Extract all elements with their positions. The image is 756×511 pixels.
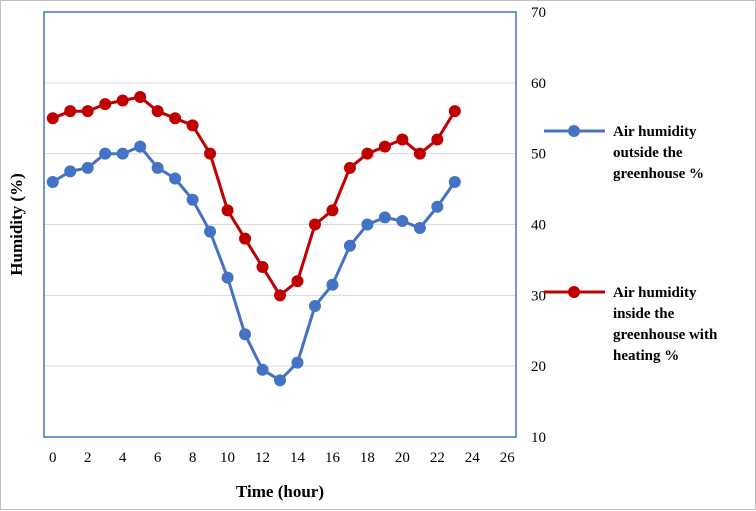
legend-label: heating %	[613, 348, 679, 364]
data-point	[361, 218, 374, 231]
data-point	[256, 261, 269, 273]
y-tick-label: 50	[531, 147, 546, 163]
data-point	[64, 105, 77, 118]
data-point	[274, 289, 286, 302]
data-point	[134, 91, 147, 103]
data-point	[64, 165, 77, 178]
x-tick-label: 6	[154, 450, 162, 466]
data-point	[99, 98, 112, 111]
legend-label: outside the	[613, 145, 683, 161]
data-point	[361, 147, 374, 160]
data-point	[239, 232, 252, 245]
x-tick-label: 0	[49, 450, 57, 466]
y-tick-label: 30	[531, 288, 546, 304]
series	[46, 91, 461, 387]
data-point	[378, 140, 391, 153]
legend-label: inside the	[613, 306, 675, 322]
legend-swatch-marker	[568, 286, 580, 298]
x-tick-label: 14	[290, 450, 306, 466]
y-tick-label: 70	[531, 5, 546, 21]
x-tick-label: 10	[220, 450, 235, 466]
x-tick-label: 26	[500, 450, 516, 466]
data-point	[256, 363, 269, 376]
data-point	[221, 271, 234, 284]
data-point	[431, 200, 444, 213]
x-tick-label: 8	[189, 450, 197, 466]
data-point	[308, 218, 321, 231]
y-tick-label: 10	[531, 430, 546, 446]
y-tick-label: 60	[531, 76, 546, 92]
legend-swatch-marker	[568, 125, 580, 137]
x-tick-label: 24	[465, 450, 481, 466]
series-2	[46, 91, 461, 302]
data-point	[396, 133, 409, 146]
series-1	[46, 140, 461, 387]
legend-item-2: Air humidity inside the greenhouse with hea…	[544, 285, 718, 364]
x-tick-label: 2	[84, 450, 92, 466]
data-point	[134, 140, 147, 153]
series-line	[51, 145, 457, 382]
data-point	[186, 119, 199, 132]
data-point	[343, 161, 356, 174]
legend-label: Air humidity	[613, 124, 697, 140]
data-point	[46, 176, 59, 188]
y-tick-labels: 10 20 30 40 50 60 70	[531, 5, 546, 446]
data-point	[308, 299, 321, 312]
x-tick-label: 4	[119, 450, 127, 466]
data-point	[396, 214, 409, 227]
data-point	[204, 147, 217, 160]
data-point	[169, 112, 182, 125]
data-point	[413, 147, 426, 160]
x-tick-label: 16	[325, 450, 341, 466]
x-tick-labels: 0 2 4 6 8 10 12 14 16 18 20 22 24 26	[49, 450, 515, 466]
x-tick-label: 20	[395, 450, 410, 466]
data-point	[116, 94, 129, 107]
legend-label: greenhouse %	[613, 166, 704, 182]
y-tick-label: 20	[531, 359, 546, 375]
series-line	[52, 95, 457, 297]
data-point	[46, 112, 59, 125]
data-point	[431, 133, 444, 146]
legend-item-1: Air humidity outside the greenhouse %	[544, 124, 704, 182]
data-point	[81, 105, 94, 118]
data-point	[448, 105, 461, 118]
data-point	[448, 176, 461, 188]
data-point	[151, 161, 164, 174]
data-point	[291, 356, 304, 369]
data-point	[343, 239, 356, 252]
data-point	[116, 147, 129, 160]
data-point	[81, 161, 94, 174]
data-point	[326, 278, 339, 291]
data-point	[169, 172, 182, 185]
data-point	[326, 204, 339, 217]
data-point	[413, 222, 426, 235]
x-tick-label: 22	[430, 450, 445, 466]
data-point	[274, 374, 286, 387]
data-point	[151, 105, 164, 118]
x-tick-label: 18	[360, 450, 375, 466]
x-axis-title: Time (hour)	[236, 482, 324, 501]
data-point	[291, 275, 304, 288]
plot-area-border	[43, 11, 517, 438]
data-point	[186, 193, 199, 206]
data-point	[378, 211, 391, 224]
legend-label: greenhouse with	[613, 327, 718, 343]
data-point	[99, 147, 112, 160]
legend-label: Air humidity	[613, 285, 697, 301]
data-point	[204, 225, 217, 238]
x-tick-label: 12	[255, 450, 270, 466]
data-point	[239, 328, 252, 341]
y-tick-label: 40	[531, 218, 546, 234]
y-axis-title: Humidity (%)	[7, 173, 26, 275]
data-point	[221, 204, 234, 217]
